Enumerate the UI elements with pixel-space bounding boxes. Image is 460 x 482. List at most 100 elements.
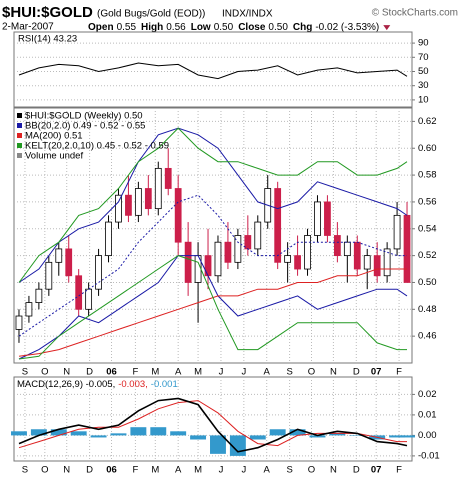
x-tick-label: S [22, 465, 28, 476]
candle-body [314, 201, 321, 236]
y-tick-label: 0.46 [418, 331, 437, 342]
x-tick-label: D [353, 465, 360, 476]
histogram-bar [90, 435, 107, 438]
legend-swatch [17, 143, 22, 148]
line [18, 62, 408, 80]
y-tick-label: 0.00 [418, 430, 437, 441]
candle-body [15, 315, 23, 330]
candle-body [294, 255, 301, 270]
y-tick-label: -0.01 [418, 450, 440, 461]
x-tick-label: D [86, 367, 93, 378]
candle-body [154, 167, 162, 210]
histogram-bar [329, 433, 346, 436]
candle-body [115, 194, 122, 223]
y-tick-label: 0.52 [418, 250, 437, 261]
y-tick-label: 10 [418, 94, 429, 105]
candle-body [343, 241, 351, 257]
quote-value: 0.50 [214, 22, 234, 33]
candle-body [204, 255, 212, 277]
y-tick-label: 0.54 [418, 223, 437, 234]
x-tick-label: 07 [371, 465, 382, 476]
x-tick-label: M [151, 465, 159, 476]
candle-body [234, 235, 242, 263]
x-tick-label: S [286, 465, 292, 476]
x-tick-label: 07 [371, 367, 382, 378]
x-tick-label: O [41, 465, 48, 476]
histogram-bar [389, 435, 406, 438]
quote-value: 0.55 [117, 22, 137, 33]
candle-body [144, 188, 152, 210]
candle-body [383, 248, 391, 277]
histogram-bar [309, 435, 326, 438]
x-tick-label: O [308, 465, 315, 476]
legend-swatch [17, 113, 22, 118]
candle-body [105, 221, 112, 257]
change-arrow [383, 25, 391, 31]
x-tick-label: N [330, 367, 337, 378]
y-tick-label: 30 [418, 80, 429, 91]
description: (Gold Bugs/Gold (EOD)) [97, 9, 205, 20]
candle-body [304, 235, 311, 270]
histogram-bar [170, 431, 187, 436]
panel-label: RSI(14) 43.23 [18, 34, 77, 45]
x-tick-label: J [241, 367, 246, 378]
x-tick-label: A [264, 465, 271, 476]
x-tick-label: D [353, 367, 360, 378]
x-tick-label: O [308, 367, 315, 378]
x-tick-label: N [330, 465, 337, 476]
histogram-bar [249, 435, 266, 440]
y-tick-label: 0.56 [418, 196, 437, 207]
quote-value: -0.02 (-3.53%) [315, 22, 379, 33]
x-tick-label: D [86, 465, 93, 476]
legend-label: BB(20,2.0) 0.49 - 0.52 - 0.55 [25, 121, 145, 132]
x-tick-label: A [264, 367, 271, 378]
candle-body [174, 188, 182, 243]
legend-label: KELT(20,2.0,10) 0.45 - 0.52 - 0.59 [25, 141, 169, 152]
legend-label: Volume undef [25, 151, 83, 162]
quote-label: Open [88, 22, 114, 33]
x-tick-label: N [63, 465, 70, 476]
x-tick-label: S [22, 367, 28, 378]
x-tick-label: M [194, 465, 202, 476]
candle-body [75, 275, 83, 310]
histogram-bar [190, 435, 207, 440]
candle-body [95, 255, 102, 290]
quote-label: Chg [293, 22, 312, 33]
legend-label: -0.003, [118, 379, 148, 390]
candle-body [25, 302, 33, 317]
legend-label: MA(200) 0.51 [25, 131, 83, 142]
candle-body [224, 241, 232, 263]
histogram-bar [130, 427, 147, 436]
candle-body [184, 241, 192, 283]
quote-label: Low [191, 22, 211, 33]
y-tick-label: 50 [418, 66, 429, 77]
x-tick-label: A [175, 465, 182, 476]
candle-body [284, 255, 292, 263]
candle-body [324, 201, 331, 236]
symbol: $HUI:$GOLD [2, 4, 93, 21]
candle-body [214, 241, 222, 277]
candle-body [125, 194, 132, 216]
histogram-bar [30, 429, 47, 436]
panel-frame [13, 107, 413, 364]
x-tick-label: N [63, 367, 70, 378]
x-tick-label: O [41, 367, 48, 378]
x-tick-label: F [132, 465, 138, 476]
copyright: © StockCharts.com [372, 8, 458, 19]
quote-value: 0.50 [268, 22, 288, 33]
histogram-bar [289, 429, 306, 436]
candle-body [363, 255, 371, 270]
x-tick-label: S [286, 367, 292, 378]
y-tick-label: 0.01 [418, 409, 437, 420]
y-tick-label: 90 [418, 38, 429, 49]
exchange: INDX/INDX [222, 9, 273, 20]
line [18, 397, 408, 453]
candle-body [164, 167, 172, 189]
candle-body [35, 288, 43, 303]
x-tick-label: J [241, 465, 246, 476]
quote: Open 0.55 High 0.56 Low 0.50 Close 0.50 Chg -0.02… [88, 22, 379, 33]
legend-swatch [17, 153, 22, 158]
quote-label: High [141, 22, 163, 33]
line [18, 127, 408, 283]
